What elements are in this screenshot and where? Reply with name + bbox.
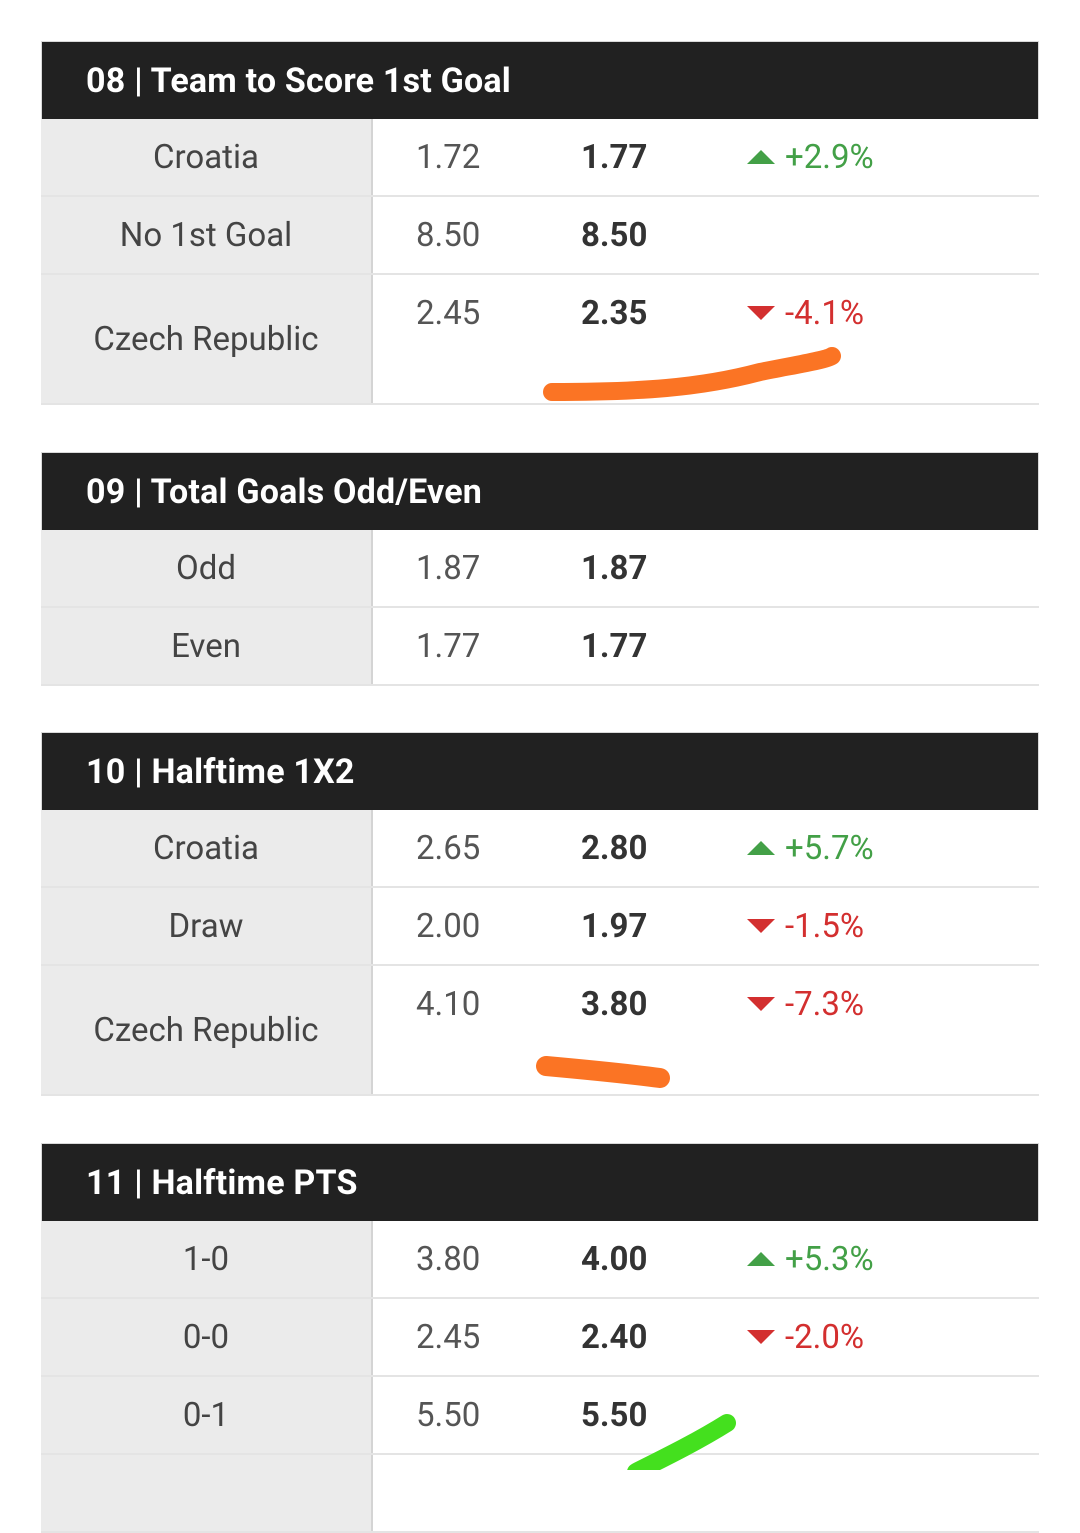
arrow-down-icon	[747, 1330, 775, 1344]
market-halftime-pts: 11 | Halftime PTS 1-0 3.80 4.00 +5.3% 0-…	[41, 1143, 1039, 1533]
opening-odds: 1.72	[416, 137, 481, 177]
odds-cell: 2.45 2.40 -2.0%	[373, 1299, 1039, 1375]
current-odds: 3.80	[581, 984, 648, 1024]
current-odds: 1.77	[581, 626, 648, 666]
odds-change-value: +5.7%	[785, 828, 874, 868]
odds-cell: 8.50 8.50	[373, 197, 1039, 273]
odds-change-value: -1.5%	[785, 906, 865, 946]
selection-name: Croatia	[41, 810, 373, 886]
current-odds: 1.87	[581, 548, 648, 588]
current-odds: 1.97	[581, 906, 648, 946]
odds-cell: 1.87 1.87	[373, 530, 1039, 606]
opening-odds: 5.50	[416, 1395, 481, 1435]
opening-odds: 2.45	[416, 1317, 481, 1357]
selection-name: Czech Republic	[41, 966, 373, 1094]
arrow-up-icon	[747, 150, 775, 164]
current-odds: 2.80	[581, 828, 648, 868]
current-odds: 8.50	[581, 215, 648, 255]
opening-odds: 1.87	[416, 548, 481, 588]
selection-name: Draw	[41, 888, 373, 964]
odds-row[interactable]: No 1st Goal 8.50 8.50	[41, 197, 1039, 275]
odds-change-value: +5.3%	[785, 1239, 874, 1279]
odds-row[interactable]: Odd 1.87 1.87	[41, 530, 1039, 608]
odds-change-value: -4.1%	[785, 293, 865, 333]
odds-change-value: -7.3%	[785, 984, 865, 1024]
opening-odds: 2.00	[416, 906, 481, 946]
current-odds: 1.77	[581, 137, 648, 177]
odds-change: -2.0%	[747, 1299, 864, 1375]
odds-cell: 1.72 1.77 +2.9%	[373, 119, 1039, 195]
odds-row[interactable]: Croatia 2.65 2.80 +5.7%	[41, 810, 1039, 888]
odds-change-value: +2.9%	[785, 137, 874, 177]
arrow-up-icon	[747, 841, 775, 855]
odds-row[interactable]: Croatia 1.72 1.77 +2.9%	[41, 119, 1039, 197]
current-odds: 5.50	[581, 1395, 648, 1435]
market-title: 11 | Halftime PTS	[41, 1143, 1039, 1221]
arrow-up-icon	[747, 1252, 775, 1266]
odds-row[interactable]	[41, 1455, 1039, 1533]
opening-odds: 2.45	[416, 293, 481, 333]
current-odds: 2.40	[581, 1317, 648, 1357]
odds-cell: 2.45 2.35 -4.1%	[373, 275, 1039, 403]
odds-row[interactable]: Czech Republic 4.10 3.80 -7.3%	[41, 966, 1039, 1096]
odds-row[interactable]: 1-0 3.80 4.00 +5.3%	[41, 1221, 1039, 1299]
opening-odds: 8.50	[416, 215, 481, 255]
selection-name: Odd	[41, 530, 373, 606]
selection-name: Even	[41, 608, 373, 684]
odds-change: +5.3%	[747, 1221, 874, 1297]
odds-cell: 3.80 4.00 +5.3%	[373, 1221, 1039, 1297]
opening-odds: 3.80	[416, 1239, 481, 1279]
arrow-down-icon	[747, 919, 775, 933]
selection-name: 0-1	[41, 1377, 373, 1453]
odds-row[interactable]: 0-0 2.45 2.40 -2.0%	[41, 1299, 1039, 1377]
odds-row[interactable]: 0-1 5.50 5.50	[41, 1377, 1039, 1455]
selection-name	[41, 1455, 373, 1531]
opening-odds: 2.65	[416, 828, 481, 868]
odds-row[interactable]: Even 1.77 1.77	[41, 608, 1039, 686]
market-title: 09 | Total Goals Odd/Even	[41, 452, 1039, 530]
odds-cell	[373, 1455, 1039, 1531]
selection-name: Croatia	[41, 119, 373, 195]
odds-row[interactable]: Czech Republic 2.45 2.35 -4.1%	[41, 275, 1039, 405]
arrow-down-icon	[747, 306, 775, 320]
selection-name: No 1st Goal	[41, 197, 373, 273]
market-title: 08 | Team to Score 1st Goal	[41, 41, 1039, 119]
odds-cell: 5.50 5.50	[373, 1377, 1039, 1453]
opening-odds: 4.10	[416, 984, 481, 1024]
odds-cell: 4.10 3.80 -7.3%	[373, 966, 1039, 1094]
selection-name: 1-0	[41, 1221, 373, 1297]
odds-cell: 2.65 2.80 +5.7%	[373, 810, 1039, 886]
current-odds: 2.35	[581, 293, 648, 333]
current-odds: 4.00	[581, 1239, 648, 1279]
odds-change: -4.1%	[747, 275, 864, 351]
arrow-down-icon	[747, 997, 775, 1011]
odds-cell: 1.77 1.77	[373, 608, 1039, 684]
odds-change: -1.5%	[747, 888, 864, 964]
odds-row[interactable]: Draw 2.00 1.97 -1.5%	[41, 888, 1039, 966]
selection-name: 0-0	[41, 1299, 373, 1375]
odds-change-value: -2.0%	[785, 1317, 865, 1357]
market-title: 10 | Halftime 1X2	[41, 732, 1039, 810]
market-halftime-1x2: 10 | Halftime 1X2 Croatia 2.65 2.80 +5.7…	[41, 732, 1039, 1096]
selection-name: Czech Republic	[41, 275, 373, 403]
odds-change: -7.3%	[747, 966, 864, 1042]
market-team-to-score-1st-goal: 08 | Team to Score 1st Goal Croatia 1.72…	[41, 41, 1039, 405]
odds-change: +2.9%	[747, 119, 874, 195]
opening-odds: 1.77	[416, 626, 481, 666]
market-total-goals-odd-even: 09 | Total Goals Odd/Even Odd 1.87 1.87 …	[41, 452, 1039, 686]
odds-change: +5.7%	[747, 810, 874, 886]
odds-cell: 2.00 1.97 -1.5%	[373, 888, 1039, 964]
